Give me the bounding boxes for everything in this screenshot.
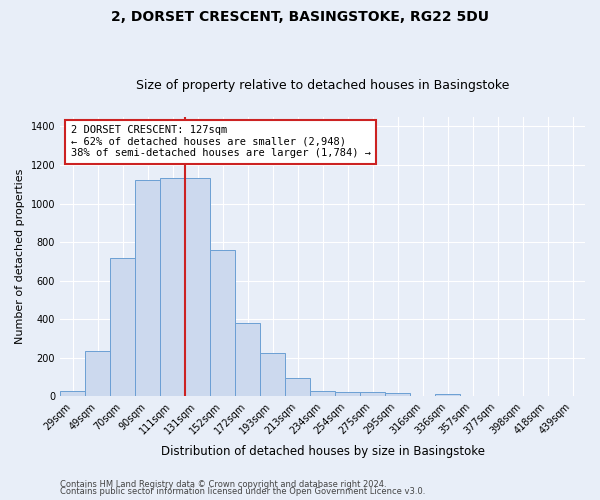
Bar <box>135 180 160 396</box>
Bar <box>235 323 260 396</box>
Bar <box>285 378 310 396</box>
X-axis label: Distribution of detached houses by size in Basingstoke: Distribution of detached houses by size … <box>161 444 485 458</box>
Bar <box>360 392 385 396</box>
Text: 2, DORSET CRESCENT, BASINGSTOKE, RG22 5DU: 2, DORSET CRESCENT, BASINGSTOKE, RG22 5D… <box>111 10 489 24</box>
Bar <box>385 394 410 396</box>
Bar <box>85 351 110 397</box>
Bar <box>435 394 460 396</box>
Bar <box>335 392 360 396</box>
Bar <box>310 391 335 396</box>
Bar <box>210 250 235 396</box>
Text: Contains public sector information licensed under the Open Government Licence v3: Contains public sector information licen… <box>60 487 425 496</box>
Title: Size of property relative to detached houses in Basingstoke: Size of property relative to detached ho… <box>136 79 509 92</box>
Text: 2 DORSET CRESCENT: 127sqm
← 62% of detached houses are smaller (2,948)
38% of se: 2 DORSET CRESCENT: 127sqm ← 62% of detac… <box>71 125 371 158</box>
Bar <box>110 258 135 396</box>
Bar <box>60 391 85 396</box>
Text: Contains HM Land Registry data © Crown copyright and database right 2024.: Contains HM Land Registry data © Crown c… <box>60 480 386 489</box>
Y-axis label: Number of detached properties: Number of detached properties <box>15 169 25 344</box>
Bar <box>160 178 185 396</box>
Bar <box>260 353 285 397</box>
Bar <box>185 178 210 396</box>
